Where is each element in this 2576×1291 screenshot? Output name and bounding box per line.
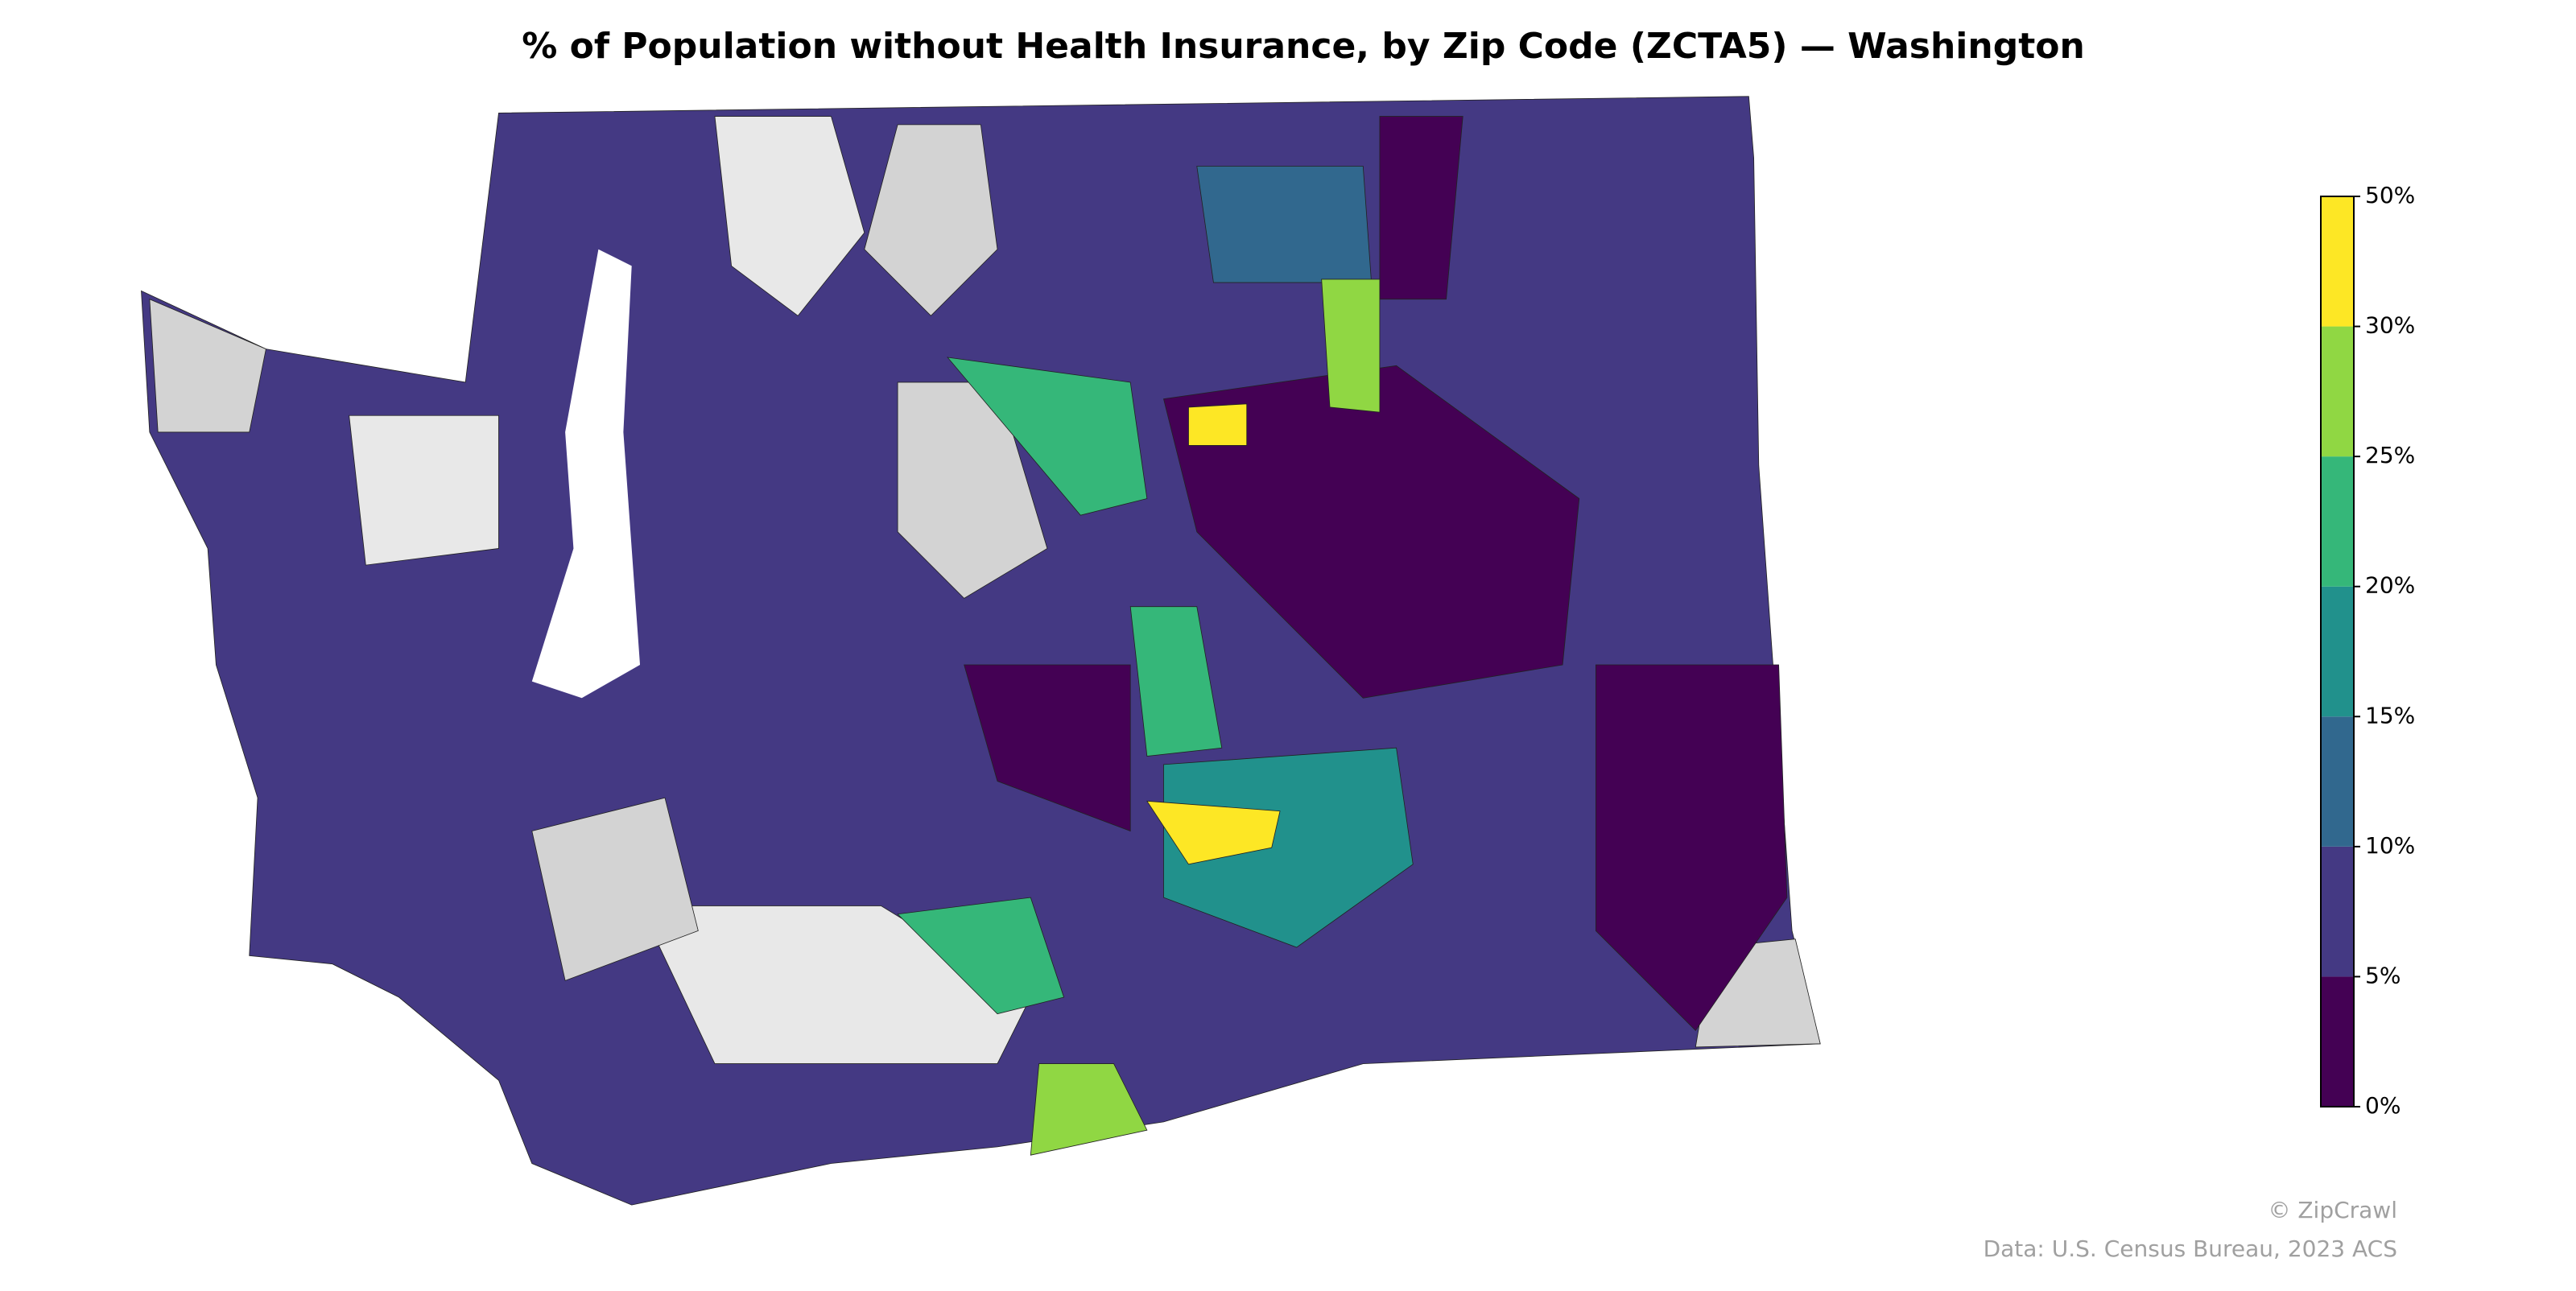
- region: [947, 357, 1148, 516]
- colorbar-bin: [2321, 196, 2354, 327]
- region: [964, 664, 1131, 832]
- region: [1321, 278, 1381, 413]
- region: [531, 797, 699, 981]
- colorbar-bin: [2321, 326, 2354, 457]
- map-title: % of Population without Health Insurance…: [522, 26, 2085, 67]
- map: [141, 96, 1821, 1206]
- colorbar-bin: [2321, 716, 2354, 847]
- colorbar-tick-label: 15%: [2365, 702, 2415, 728]
- region: [149, 299, 266, 433]
- region: [1188, 403, 1248, 446]
- region: [714, 116, 865, 316]
- region: [897, 897, 1065, 1015]
- region: [1162, 365, 1580, 699]
- region: [349, 415, 499, 566]
- colorbar-frame: [2320, 196, 2355, 1107]
- region: [1379, 116, 1463, 300]
- puget-sound: [531, 249, 641, 699]
- colorbar-tick-label: 5%: [2365, 962, 2401, 988]
- colorbar-tick-label: 0%: [2365, 1092, 2401, 1119]
- region: [1595, 664, 1788, 1031]
- region: [1146, 800, 1281, 865]
- colorbar-tick-label: 20%: [2365, 572, 2415, 599]
- colorbar-bin: [2321, 976, 2354, 1107]
- colorbar-bin: [2321, 846, 2354, 977]
- colorbar-tick-label: 25%: [2365, 442, 2415, 468]
- colorbar-tick-label: 10%: [2365, 832, 2415, 859]
- colorbar-tick-label: 30%: [2365, 312, 2415, 339]
- colorbar-tick-label: 50%: [2365, 182, 2415, 208]
- credit: © ZipCrawl: [2268, 1197, 2397, 1223]
- colorbar-bin: [2321, 456, 2354, 587]
- colorbar-bin: [2321, 586, 2354, 717]
- region: [1196, 166, 1373, 283]
- region: [1030, 1063, 1148, 1156]
- region: [1129, 606, 1223, 757]
- credit: Data: U.S. Census Bureau, 2023 ACS: [1984, 1235, 2397, 1262]
- region: [864, 124, 998, 316]
- region: [1163, 747, 1414, 948]
